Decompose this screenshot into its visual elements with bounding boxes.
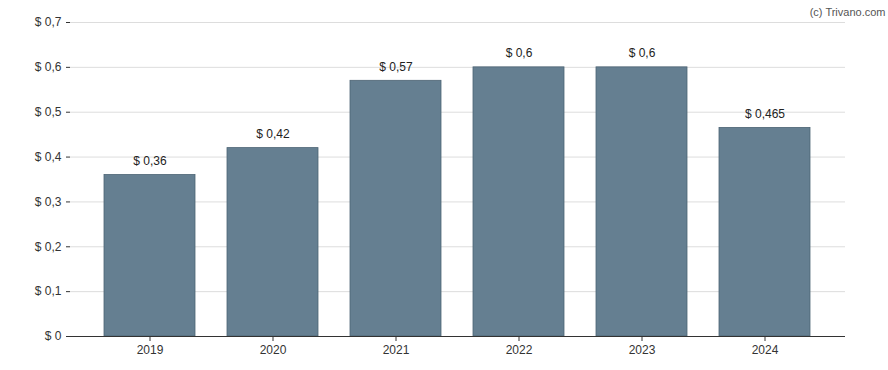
svg-text:2021: 2021 xyxy=(383,343,410,357)
svg-text:2022: 2022 xyxy=(506,343,533,357)
svg-text:$ 0,6: $ 0,6 xyxy=(35,60,62,74)
svg-text:$ 0,4: $ 0,4 xyxy=(35,150,62,164)
svg-text:(c) Trivano.com: (c) Trivano.com xyxy=(810,6,886,18)
svg-text:$ 0: $ 0 xyxy=(45,329,62,343)
svg-text:$ 0,36: $ 0,36 xyxy=(133,154,167,168)
svg-text:$ 0,1: $ 0,1 xyxy=(35,284,62,298)
svg-text:2019: 2019 xyxy=(137,343,164,357)
svg-text:$ 0,7: $ 0,7 xyxy=(35,15,62,29)
svg-text:$ 0,465: $ 0,465 xyxy=(745,107,785,121)
svg-text:$ 0,3: $ 0,3 xyxy=(35,195,62,209)
svg-text:2020: 2020 xyxy=(260,343,287,357)
svg-text:$ 0,6: $ 0,6 xyxy=(629,46,656,60)
svg-text:2023: 2023 xyxy=(629,343,656,357)
svg-text:$ 0,2: $ 0,2 xyxy=(35,240,62,254)
svg-text:$ 0,5: $ 0,5 xyxy=(35,105,62,119)
svg-text:$ 0,6: $ 0,6 xyxy=(506,46,533,60)
svg-text:$ 0,42: $ 0,42 xyxy=(256,127,290,141)
svg-text:2024: 2024 xyxy=(752,343,779,357)
svg-text:$ 0,57: $ 0,57 xyxy=(379,60,413,74)
